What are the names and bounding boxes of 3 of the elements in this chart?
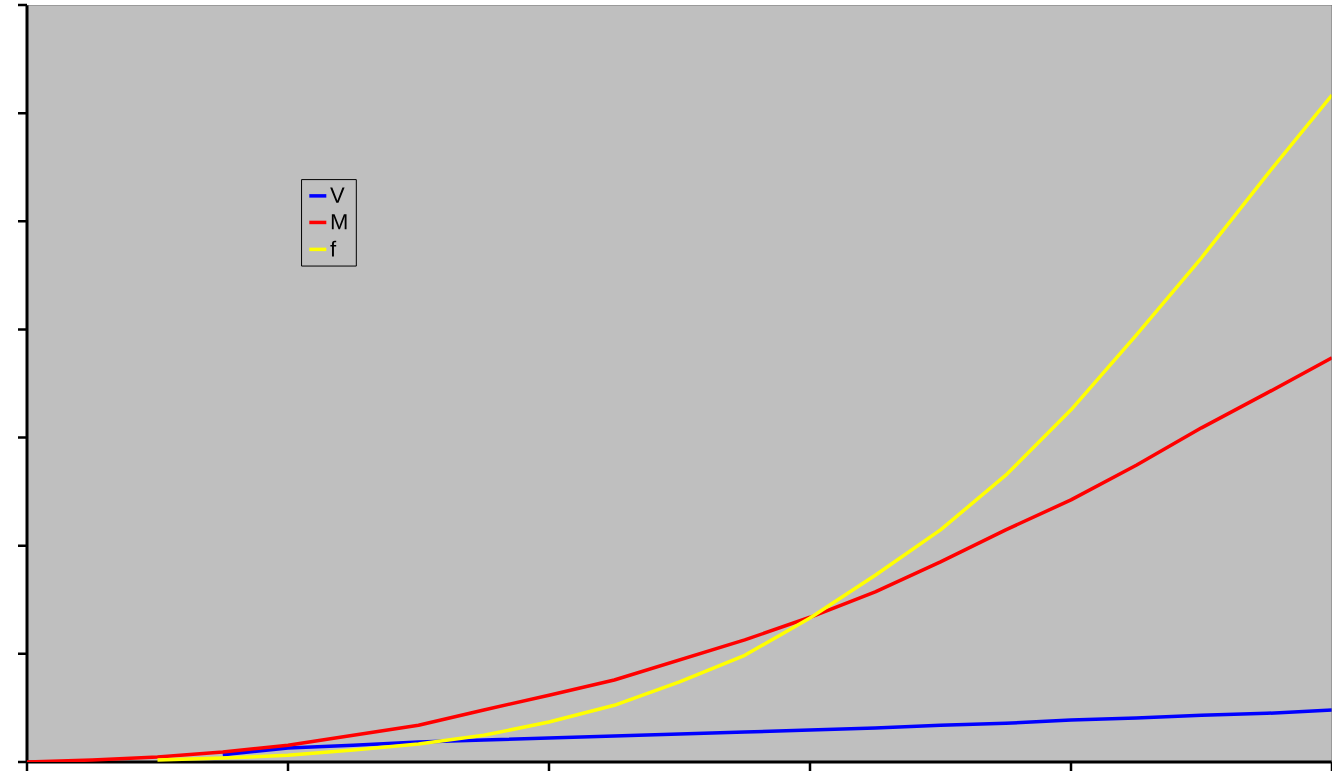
legend-label: M [331, 214, 347, 230]
legend-label: V [330, 187, 345, 203]
legend-label: f [330, 240, 337, 257]
